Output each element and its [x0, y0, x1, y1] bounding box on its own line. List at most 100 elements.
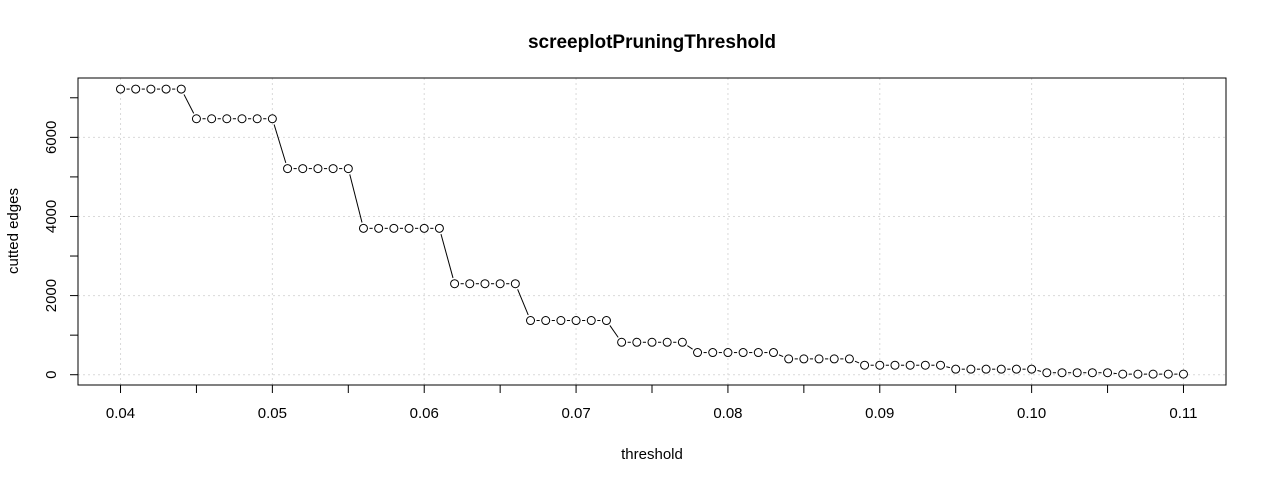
data-point: [860, 360, 870, 370]
data-point: [1163, 369, 1173, 379]
data-point: [298, 164, 308, 174]
data-point: [176, 84, 186, 94]
x-axis-label: threshold: [621, 446, 683, 463]
data-point: [1148, 369, 1158, 379]
data-point: [541, 316, 551, 326]
data-point: [738, 348, 748, 358]
data-point: [450, 279, 460, 289]
data-point: [981, 364, 991, 374]
data-point: [875, 360, 885, 370]
data-point: [556, 316, 566, 326]
data-point: [1118, 369, 1128, 379]
data-point: [343, 164, 353, 174]
series-segment: [946, 366, 951, 369]
data-point: [1011, 364, 1021, 374]
data-point: [222, 114, 232, 124]
data-point: [723, 348, 733, 358]
x-tick-label: 0.11: [1169, 405, 1197, 422]
data-point: [617, 337, 627, 347]
data-point: [920, 360, 930, 370]
data-point: [237, 114, 247, 124]
series-points: [116, 84, 1188, 379]
data-point: [465, 279, 475, 289]
data-point: [1087, 368, 1097, 378]
data-point: [890, 360, 900, 370]
data-point: [116, 84, 126, 94]
data-point: [571, 316, 581, 326]
data-point: [799, 354, 809, 364]
data-point: [404, 223, 414, 233]
chart-title: screeplotPruningThreshold: [528, 32, 776, 53]
y-axis-label: cutted edges: [5, 188, 22, 274]
data-point: [936, 360, 946, 370]
data-point: [207, 114, 217, 124]
data-point: [693, 348, 703, 358]
data-point: [601, 316, 611, 326]
series-segment: [778, 354, 784, 358]
data-point: [1042, 368, 1052, 378]
y-tick-label: 0: [43, 371, 60, 379]
data-point: [586, 316, 596, 326]
y-axis: 0 2000 4000 6000: [43, 97, 78, 379]
data-point: [662, 337, 672, 347]
data-point: [753, 348, 763, 358]
data-point: [374, 223, 384, 233]
data-point: [814, 354, 824, 364]
series-segment: [517, 289, 529, 316]
data-point: [434, 223, 444, 233]
data-point: [1178, 369, 1188, 379]
x-tick-label: 0.07: [561, 405, 590, 422]
series-segment: [1037, 370, 1042, 372]
grid-lines: [78, 78, 1226, 385]
x-axis: 0.04 0.05 0.06 0.07 0.08 0.09 0.10 0.11: [106, 385, 1198, 422]
x-tick-label: 0.04: [106, 405, 135, 422]
x-tick-label: 0.05: [258, 405, 287, 422]
data-point: [1103, 368, 1113, 378]
data-point: [146, 84, 156, 94]
x-tick-label: 0.09: [865, 405, 894, 422]
series-segment: [183, 94, 195, 114]
series-segment: [609, 325, 619, 338]
data-point: [1072, 368, 1082, 378]
series-segment: [349, 174, 363, 223]
series-segment: [273, 124, 287, 164]
series-segment: [687, 345, 693, 350]
y-tick-label: 4000: [43, 200, 60, 233]
data-point: [951, 364, 961, 374]
data-point: [419, 223, 429, 233]
data-point: [389, 223, 399, 233]
data-point: [283, 164, 293, 174]
data-point: [252, 114, 262, 124]
data-point: [1133, 369, 1143, 379]
data-point: [161, 84, 171, 94]
data-point: [1057, 368, 1067, 378]
x-tick-label: 0.08: [713, 405, 742, 422]
series-lines: [126, 88, 1178, 375]
y-tick-label: 2000: [43, 279, 60, 312]
series-segment: [440, 233, 454, 279]
data-point: [328, 164, 338, 174]
data-point: [844, 354, 854, 364]
data-point: [267, 114, 277, 124]
data-point: [784, 354, 794, 364]
data-point: [708, 348, 718, 358]
x-tick-label: 0.10: [1017, 405, 1046, 422]
data-point: [647, 337, 657, 347]
data-point: [526, 316, 536, 326]
data-point: [480, 279, 490, 289]
data-point: [131, 84, 141, 94]
data-point: [510, 279, 520, 289]
data-point: [191, 114, 201, 124]
data-point: [677, 337, 687, 347]
series-segment: [854, 360, 860, 364]
data-point: [358, 223, 368, 233]
data-point: [996, 364, 1006, 374]
data-point: [495, 279, 505, 289]
data-point: [768, 348, 778, 358]
x-tick-label: 0.06: [410, 405, 439, 422]
data-point: [632, 337, 642, 347]
data-point: [1027, 364, 1037, 374]
data-point: [905, 360, 915, 370]
y-tick-label: 6000: [43, 121, 60, 154]
